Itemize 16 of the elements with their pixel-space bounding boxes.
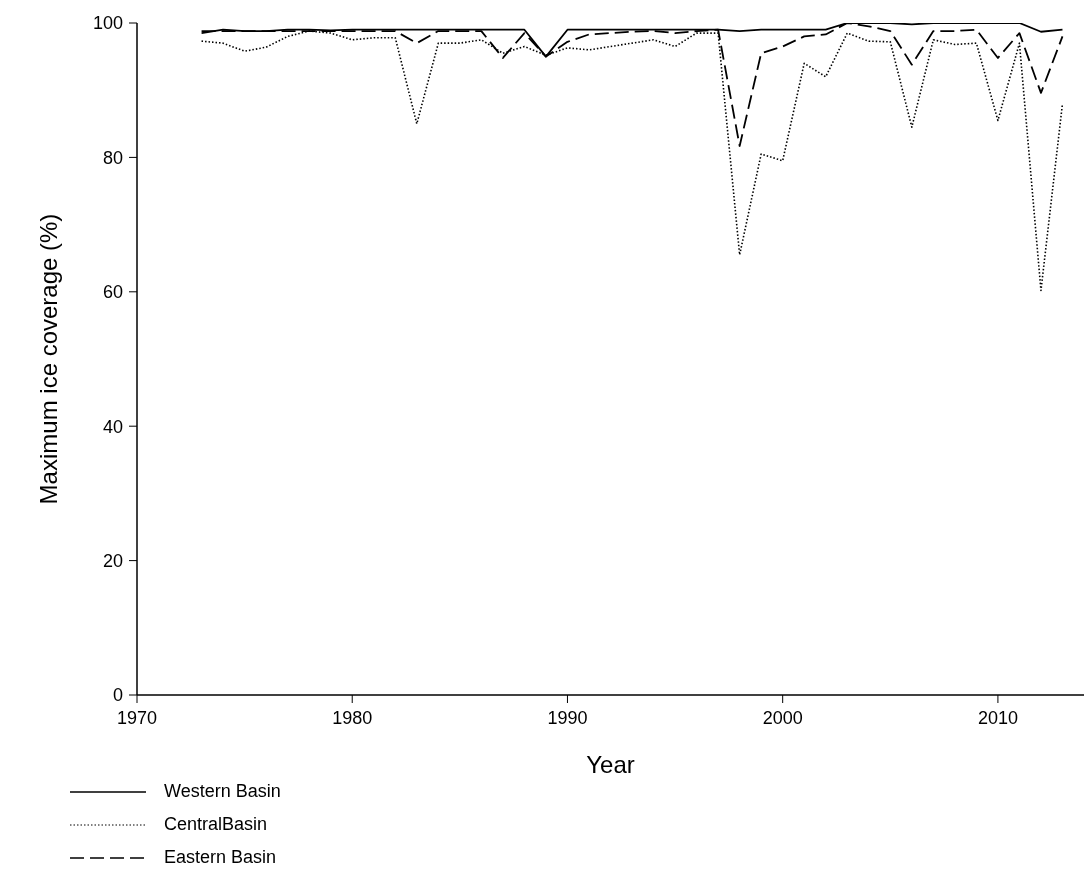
x-tick-label: 1970 bbox=[116, 707, 158, 728]
y-tick-label: 0 bbox=[112, 685, 123, 706]
legend-label: Western Basin bbox=[164, 781, 281, 802]
x-axis-title: Year bbox=[586, 751, 635, 778]
y-tick-label: 40 bbox=[102, 416, 123, 437]
y-tick-label: 20 bbox=[102, 550, 123, 571]
x-tick-label: 1990 bbox=[547, 707, 588, 728]
x-tick-label: 2010 bbox=[977, 707, 1018, 728]
y-tick-label: 80 bbox=[102, 147, 123, 168]
legend-label: Eastern Basin bbox=[164, 847, 277, 868]
y-axis-title: Maximum ice coverage (%) bbox=[34, 213, 62, 505]
y-tick-label: 60 bbox=[102, 282, 123, 303]
x-tick-label: 1980 bbox=[332, 707, 373, 728]
legend-label: CentralBasin bbox=[164, 814, 268, 835]
x-tick-label: 2000 bbox=[762, 707, 803, 728]
y-tick-label: 100 bbox=[92, 13, 123, 34]
